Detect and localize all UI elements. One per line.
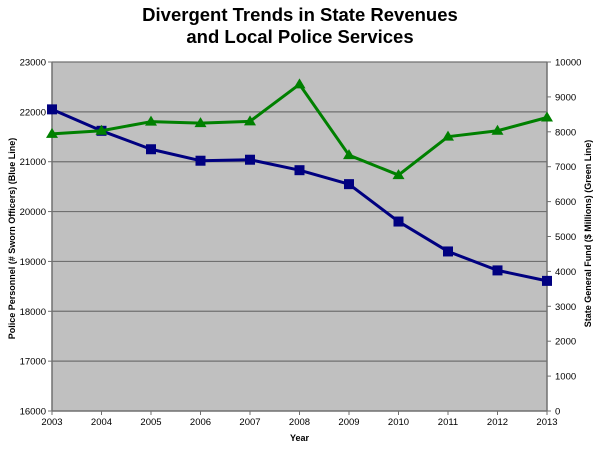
chart-title-line-1: Divergent Trends in State Revenues [142, 4, 458, 25]
x-axis-title: Year [290, 433, 310, 443]
right-axis-tick-label: 6000 [555, 197, 576, 208]
data-point-triangle [95, 124, 108, 135]
x-axis-tick-label: 2013 [536, 417, 557, 428]
left-axis-tick-label: 18000 [20, 307, 46, 318]
left-axis-tick-label: 21000 [20, 157, 46, 168]
x-axis-tick-label: 2006 [190, 417, 211, 428]
left-axis-tick-label: 22000 [20, 107, 46, 118]
data-point-triangle [46, 127, 58, 138]
right-axis-tick-labels: 0 1000 2000 3000 4000 5000 6000 7000 8000 9000 100… [547, 58, 581, 418]
right-axis-tick-label: 0 [555, 407, 560, 418]
plot-area [52, 62, 547, 411]
left-axis-tick-label: 17000 [20, 357, 46, 368]
data-point-triangle [293, 78, 306, 89]
data-point-triangle [194, 117, 207, 128]
x-axis-tick-label: 2010 [388, 417, 409, 428]
data-point-square [195, 155, 206, 166]
chart-title-line-2: and Local Police Services [186, 26, 414, 47]
x-axis-tick-label: 2012 [487, 417, 508, 428]
series-layer [46, 78, 553, 286]
x-axis-tick-label: 2009 [338, 417, 359, 428]
data-point-triangle [442, 130, 454, 141]
data-point-square [47, 104, 57, 115]
data-point-triangle [491, 124, 504, 135]
data-point-square [344, 179, 354, 190]
x-axis-tick-label: 2004 [91, 417, 112, 428]
chart-title: Divergent Trends in State Revenues and L… [0, 4, 600, 48]
right-axis-tick-label: 8000 [555, 127, 576, 138]
data-point-square [492, 265, 503, 276]
x-axis-tick-label: 2008 [289, 417, 310, 428]
data-point-triangle [392, 169, 405, 180]
x-axis-tick-labels: 2003 2004 2005 2006 2007 2008 2009 2010 2011 2012… [41, 411, 558, 428]
data-point-square [443, 246, 453, 257]
left-axis-tick-label: 16000 [20, 407, 46, 418]
data-point-triangle [145, 115, 157, 126]
gridlines [52, 61, 547, 362]
right-axis-tick-label: 3000 [555, 302, 576, 313]
data-point-triangle [343, 149, 355, 160]
right-y-axis-title: State General Fund ($ Millions) (Green L… [583, 140, 593, 328]
x-axis-tick-label: 2007 [239, 417, 260, 428]
right-axis-tick-label: 9000 [555, 92, 576, 103]
left-axis-tick-label: 20000 [20, 207, 46, 218]
data-point-square [393, 216, 404, 227]
x-axis-tick-label: 2005 [140, 417, 161, 428]
right-axis-tick-label: 4000 [555, 267, 576, 278]
x-axis-tick-label: 2011 [438, 417, 458, 428]
right-axis-tick-label: 7000 [555, 162, 576, 173]
left-axis-tick-label: 23000 [20, 58, 46, 69]
right-axis-tick-label: 2000 [555, 337, 576, 348]
data-point-square [146, 144, 156, 155]
left-axis-tick-label: 19000 [20, 257, 46, 268]
x-axis-tick-label: 2003 [41, 417, 62, 428]
data-point-square [294, 165, 305, 176]
right-axis-tick-label: 1000 [555, 372, 576, 383]
data-point-square [245, 154, 255, 165]
data-point-square [542, 275, 552, 286]
data-point-triangle [541, 111, 553, 122]
left-axis-tick-labels: 16000 17000 18000 19000 20000 21000 22000 23000 [20, 58, 52, 418]
left-y-axis-title: Police Personnel (# Sworn Officers) (Blu… [7, 138, 17, 340]
series-state-general-fund [46, 78, 553, 180]
data-point-triangle [244, 115, 256, 126]
right-axis-tick-label: 5000 [555, 232, 576, 243]
right-axis-tick-label: 10000 [555, 58, 581, 69]
